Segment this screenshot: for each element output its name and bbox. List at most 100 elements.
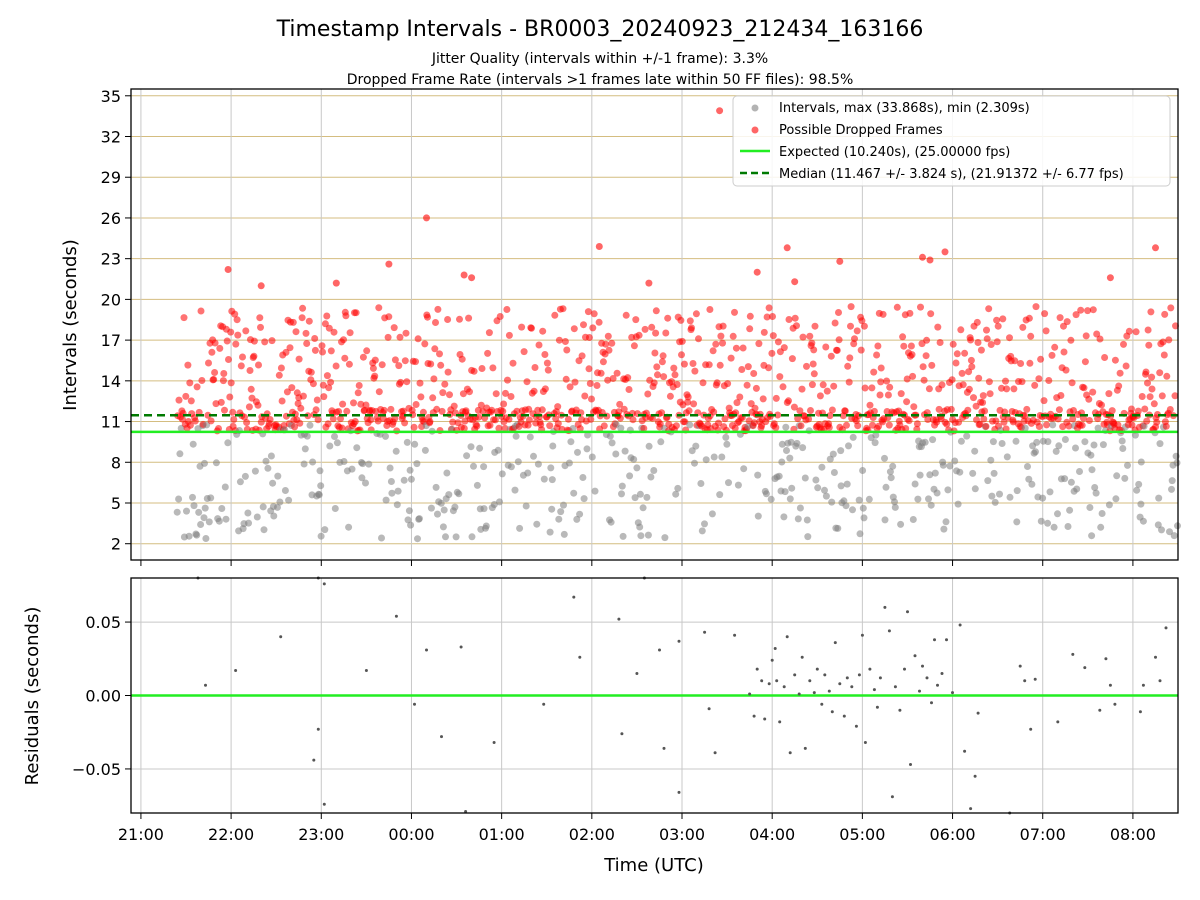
- dropped-frame-point: [965, 385, 973, 393]
- dropped-frame-point: [221, 406, 228, 414]
- dropped-frame-point: [673, 381, 681, 388]
- dropped-frame-point: [232, 340, 240, 348]
- interval-point: [197, 521, 205, 528]
- interval-point: [606, 432, 614, 440]
- dropped-frame-point: [876, 391, 884, 399]
- interval-point: [516, 524, 524, 532]
- interval-point: [579, 474, 587, 481]
- interval-point: [202, 535, 210, 542]
- residual-point: [1018, 664, 1022, 668]
- dropped-frame-point: [431, 345, 439, 353]
- dropped-frame-point: [835, 336, 843, 344]
- interval-point: [674, 484, 682, 492]
- dropped-frame-point: [1072, 311, 1080, 319]
- dropped-frame-point: [843, 421, 850, 429]
- dropped-frame-point: [325, 384, 333, 392]
- interval-point: [618, 490, 625, 498]
- residual-point: [635, 672, 639, 675]
- dropped-frame-point: [659, 352, 667, 360]
- dropped-frame-point: [831, 319, 839, 327]
- interval-point: [849, 433, 857, 441]
- residual-point: [770, 658, 774, 662]
- dropped-frame-point: [307, 368, 315, 376]
- interval-point: [251, 467, 259, 475]
- interval-point: [439, 523, 447, 531]
- dropped-frame-point: [972, 402, 980, 410]
- interval-point: [427, 504, 435, 512]
- dropped-frame-point: [759, 395, 767, 403]
- dropped-frame-point: [1048, 351, 1056, 359]
- dropped-frame-point: [695, 335, 702, 343]
- dropped-frame-point: [367, 416, 375, 424]
- interval-point: [189, 493, 196, 501]
- residual-point: [1033, 677, 1037, 681]
- interval-point: [1105, 501, 1113, 509]
- residual-point: [906, 610, 909, 614]
- dropped-frame-point: [1098, 401, 1105, 409]
- dropped-frame-point: [470, 367, 478, 375]
- dropped-frame-point: [957, 326, 965, 334]
- dropped-frame-point: [509, 359, 517, 367]
- dropped-frame-point: [212, 400, 220, 408]
- interval-point: [273, 503, 281, 511]
- interval-point: [591, 487, 599, 495]
- dropped-frame-point: [554, 420, 562, 428]
- dropped-frame-point: [324, 420, 332, 428]
- dropped-frame-point: [746, 325, 754, 333]
- dropped-frame-point: [620, 405, 628, 413]
- dropped-frame-point: [1132, 328, 1140, 336]
- interval-point: [514, 458, 522, 466]
- dropped-frame-point: [466, 388, 473, 396]
- residual-point: [930, 701, 933, 705]
- residual-point: [883, 605, 887, 609]
- dropped-frame-point: [847, 322, 854, 330]
- dropped-frame-point: [488, 406, 496, 414]
- dropped-frame-point: [1084, 307, 1092, 315]
- interval-point: [403, 438, 411, 446]
- dropped-frame-point: [827, 352, 835, 360]
- dropped-frame-point: [1120, 340, 1127, 348]
- interval-point: [1076, 468, 1083, 475]
- dropped-frame-point: [231, 310, 239, 318]
- dropped-frame-point: [974, 339, 982, 346]
- dropped-frame-point: [309, 380, 317, 388]
- dropped-frame-point: [769, 332, 777, 340]
- interval-point: [451, 503, 459, 511]
- residual-point: [1056, 720, 1060, 724]
- dropped-frame-point: [857, 346, 865, 354]
- x-tick-label: 00:00: [388, 825, 434, 844]
- interval-point: [524, 469, 532, 477]
- residual-point: [963, 749, 967, 753]
- top-y-tick-label: 17: [101, 331, 121, 350]
- dropped-frame-point: [847, 303, 855, 311]
- interval-point: [406, 466, 414, 474]
- interval-point: [195, 508, 203, 516]
- interval-point: [882, 483, 890, 491]
- dropped-frame-point: [739, 344, 747, 352]
- dropped-frame-outlier: [941, 248, 949, 256]
- residual-point: [976, 711, 980, 715]
- dropped-frame-point: [1082, 332, 1090, 340]
- dropped-frame-point: [690, 400, 698, 408]
- dropped-frame-point: [1010, 385, 1018, 393]
- interval-point: [886, 468, 894, 476]
- dropped-frame-point: [496, 313, 504, 320]
- interval-point: [583, 445, 591, 453]
- dropped-frame-point: [1166, 406, 1174, 413]
- interval-point: [468, 533, 476, 541]
- dropped-frame-point: [721, 415, 729, 423]
- interval-point: [1124, 461, 1131, 469]
- interval-point: [698, 527, 706, 535]
- interval-point: [927, 501, 935, 509]
- interval-point: [822, 492, 830, 500]
- dropped-frame-point: [810, 346, 818, 354]
- dropped-frame-point: [323, 312, 331, 320]
- interval-point: [856, 530, 864, 538]
- dropped-frame-point: [980, 415, 988, 423]
- residual-point: [364, 669, 368, 672]
- chart-subtitle-dropped: Dropped Frame Rate (intervals >1 frames …: [347, 72, 854, 88]
- interval-point: [1099, 441, 1107, 449]
- residual-point: [793, 673, 797, 677]
- dropped-frame-outlier: [595, 243, 603, 250]
- dropped-frame-point: [791, 314, 799, 322]
